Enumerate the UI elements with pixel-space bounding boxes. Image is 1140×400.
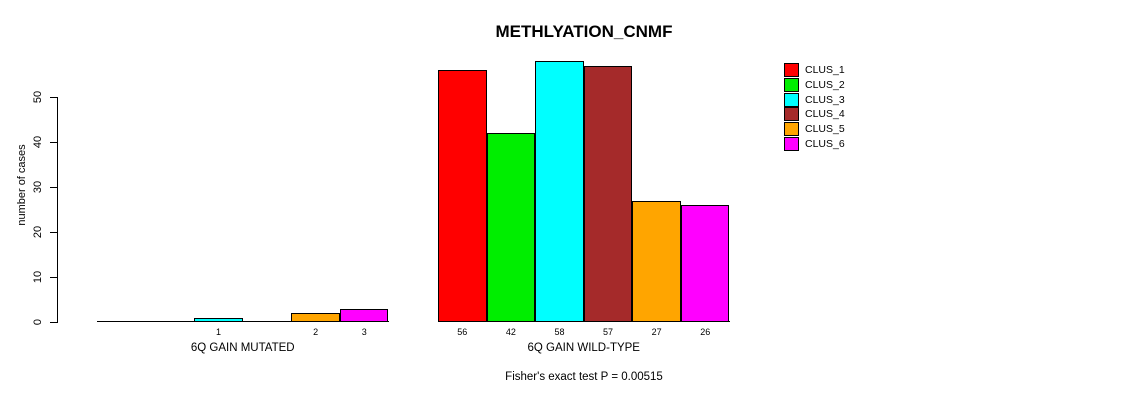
legend-swatch-icon (784, 92, 799, 107)
legend-swatch-icon (784, 136, 799, 151)
bar-clus_6-group2 (680, 205, 730, 322)
bar-value-label: 27 (651, 327, 662, 337)
legend-entry-clus_1: CLUS_1 (784, 63, 845, 78)
y-tick-mark (50, 277, 58, 278)
y-tick-label-text: 10 (32, 270, 44, 284)
bar-value-label: 57 (603, 327, 614, 337)
legend-entry-clus_5: CLUS_5 (784, 122, 845, 137)
legend-label: CLUS_3 (805, 93, 845, 106)
y-tick-label-text: 40 (32, 135, 44, 149)
legend-label: CLUS_4 (805, 108, 845, 121)
legend-swatch-icon (784, 63, 799, 78)
bar-clus_4-group2 (583, 65, 633, 322)
y-tick-mark (50, 322, 58, 323)
legend-entry-clus_2: CLUS_2 (784, 78, 845, 93)
bar-value-label: 1 (215, 327, 221, 337)
bar-clus_1-group2 (438, 70, 487, 322)
y-tick-label-text: 50 (32, 90, 44, 104)
bar-value-label: 3 (361, 327, 367, 337)
bar-clus_3-group1 (194, 317, 243, 322)
legend-swatch-icon (784, 122, 799, 137)
bar-clus_6-group1 (339, 308, 389, 322)
y-tick-label-text: 20 (32, 225, 44, 239)
legend-entry-clus_3: CLUS_3 (784, 92, 845, 107)
legend-label: CLUS_1 (805, 64, 845, 77)
y-tick-mark (50, 142, 58, 143)
legend-entry-clus_4: CLUS_4 (784, 107, 845, 122)
annotation-text: Fisher's exact test P = 0.00515 (505, 371, 663, 383)
legend-label: CLUS_6 (805, 137, 845, 150)
bar-clus_2-group2 (486, 133, 536, 322)
bar-clus_5-group1 (291, 313, 340, 322)
bar-value-label: 26 (700, 327, 711, 337)
y-tick-mark (50, 232, 58, 233)
group-label-1: 6Q GAIN MUTATED (190, 342, 295, 354)
y-tick-mark (50, 187, 58, 188)
legend: CLUS_1 CLUS_2 CLUS_3 CLUS_4 CLUS_5 CLUS_6 (784, 63, 845, 151)
y-tick-mark (50, 97, 58, 98)
chart-title: METHLYATION_CNMF (495, 22, 673, 41)
legend-label: CLUS_5 (805, 123, 845, 136)
bar-clus_5-group2 (632, 200, 681, 322)
y-axis-line (57, 97, 58, 323)
group-label-2: 6Q GAIN WILD-TYPE (527, 342, 640, 354)
y-axis-label-text: number of cases (16, 144, 28, 226)
x-axis-baseline (97, 321, 389, 322)
bar-value-label: 58 (554, 327, 565, 337)
legend-swatch-icon (784, 107, 799, 122)
bar-clus_3-group2 (535, 61, 584, 322)
y-tick-label-text: 0 (32, 318, 44, 326)
bar-value-label: 2 (313, 327, 319, 337)
legend-label: CLUS_2 (805, 79, 845, 92)
legend-entry-clus_6: CLUS_6 (784, 136, 845, 151)
bar-value-label: 56 (457, 327, 468, 337)
y-tick-label-text: 30 (32, 180, 44, 194)
bar-value-label: 42 (505, 327, 516, 337)
legend-swatch-icon (784, 78, 799, 93)
